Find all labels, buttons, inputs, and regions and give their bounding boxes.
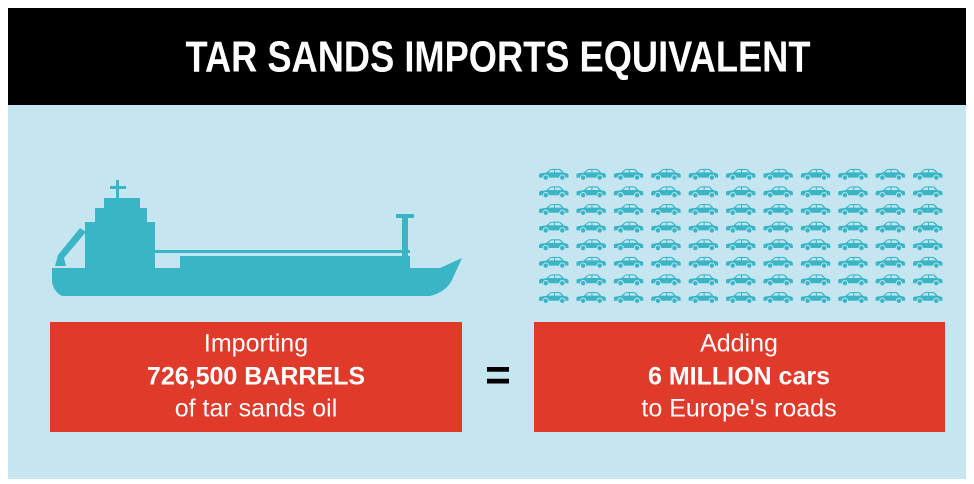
left-line: Importing: [204, 330, 308, 358]
equals-sign: =: [485, 351, 511, 400]
right-line: to Europe's roads: [641, 395, 836, 423]
right-line: 6 MILLION cars: [648, 363, 830, 391]
left-line: of tar sands oil: [175, 395, 338, 423]
infographic: TAR SANDS IMPORTS EQUIVALENT Importing 7…: [0, 0, 974, 479]
title: TAR SANDS IMPORTS EQUIVALENT: [186, 33, 811, 82]
left-line: 726,500 BARRELS: [147, 363, 365, 391]
right-line: Adding: [700, 330, 778, 358]
